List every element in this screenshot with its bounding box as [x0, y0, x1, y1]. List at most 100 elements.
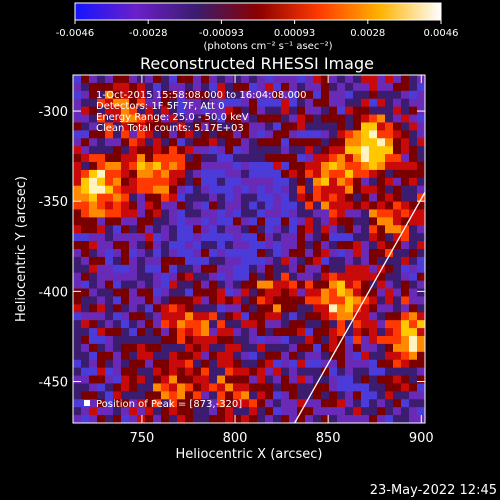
heatmap-cell [153, 288, 162, 297]
heatmap-cell [297, 375, 306, 384]
heatmap-cell [265, 351, 274, 361]
heatmap-cell [113, 264, 122, 274]
heatmap-cell [369, 256, 378, 266]
heatmap-cell [153, 320, 162, 329]
heatmap-cell [297, 383, 306, 392]
heatmap-cell [289, 177, 298, 187]
heatmap-cell [233, 288, 242, 297]
heatmap-cell [209, 82, 218, 92]
heatmap-cell [409, 193, 418, 202]
heatmap-cell [201, 312, 210, 321]
heatmap-cell [417, 146, 425, 155]
heatmap-cell [297, 296, 306, 305]
heatmap-cell [281, 241, 290, 250]
heatmap-cell [185, 343, 194, 353]
heatmap-cell [401, 75, 410, 84]
heatmap-cell [305, 328, 314, 337]
heatmap-cell [393, 391, 402, 400]
heatmap-cell [169, 367, 178, 376]
heatmap-cell [369, 320, 378, 329]
heatmap-cell [273, 391, 282, 400]
heatmap-cell [225, 343, 234, 353]
heatmap-cell [329, 233, 338, 242]
heatmap-cell [313, 359, 322, 369]
heatmap-cell [233, 114, 242, 123]
heatmap-cell [169, 185, 178, 195]
heatmap-cell [217, 296, 226, 305]
heatmap-cell [201, 201, 210, 210]
heatmap-cell [289, 162, 298, 171]
heatmap-cell [217, 201, 226, 210]
heatmap-cell [201, 114, 210, 123]
heatmap-cell [337, 169, 346, 179]
heatmap-cell [225, 304, 234, 313]
heatmap-cell [249, 336, 258, 345]
heatmap-cell [209, 367, 218, 376]
heatmap-cell [233, 328, 242, 337]
heatmap-cell [313, 280, 322, 289]
heatmap-cell [377, 75, 386, 84]
heatmap-cell [417, 98, 425, 108]
heatmap-cell [169, 154, 178, 163]
heatmap-cell [281, 272, 290, 282]
heatmap-cell [185, 193, 194, 202]
heatmap-cell [89, 217, 98, 226]
heatmap-cell [377, 201, 386, 210]
heatmap-cell [377, 272, 386, 282]
heatmap-cell [193, 391, 202, 400]
heatmap-cell [377, 82, 386, 92]
heatmap-cell [217, 233, 226, 242]
heatmap-cell [121, 399, 130, 408]
heatmap-cell [241, 272, 250, 282]
heatmap-cell [393, 415, 402, 423]
heatmap-cell [353, 162, 362, 171]
heatmap-cell [393, 209, 402, 218]
heatmap-cell [137, 201, 146, 210]
heatmap-cell [185, 138, 194, 147]
heatmap-cell [225, 288, 234, 297]
heatmap-cell [249, 375, 258, 384]
heatmap-cell [417, 343, 425, 353]
heatmap-cell [193, 201, 202, 210]
heatmap-cell [209, 312, 218, 321]
heatmap-cell [321, 201, 330, 210]
heatmap-cell [417, 391, 425, 400]
heatmap-cell [201, 256, 210, 266]
heatmap-cell [137, 304, 146, 313]
heatmap-cell [153, 241, 162, 250]
heatmap-cell [89, 304, 98, 313]
heatmap-cell [345, 201, 354, 210]
heatmap-cell [289, 359, 298, 369]
heatmap-cell [185, 391, 194, 400]
heatmap-cell [145, 106, 154, 115]
heatmap-cell [185, 114, 194, 123]
heatmap-cell [361, 75, 370, 84]
heatmap-cell [345, 185, 354, 195]
heatmap-cell [377, 114, 386, 123]
heatmap-cell [297, 201, 306, 210]
heatmap-cell [345, 399, 354, 408]
heatmap-cell [289, 193, 298, 202]
heatmap-cell [353, 249, 362, 258]
heatmap-cell [305, 288, 314, 297]
heatmap-cell [73, 201, 82, 210]
heatmap-cell [249, 272, 258, 282]
heatmap-cell [161, 185, 170, 195]
heatmap-cell [409, 233, 418, 242]
heatmap-cell [361, 367, 370, 376]
heatmap-cell [177, 138, 186, 147]
heatmap-cell [401, 217, 410, 226]
heatmap-cell [73, 367, 82, 376]
heatmap-cell [209, 98, 218, 108]
heatmap-cell [393, 407, 402, 416]
heatmap-cell [193, 75, 202, 84]
heatmap-cell [265, 391, 274, 400]
heatmap-cell [369, 272, 378, 282]
heatmap-cell [233, 201, 242, 210]
heatmap-cell [217, 122, 226, 131]
heatmap-cell [225, 399, 234, 408]
heatmap-cell [257, 407, 266, 416]
heatmap-cell [249, 304, 258, 313]
heatmap-cell [113, 351, 122, 361]
heatmap-cell [249, 138, 258, 147]
